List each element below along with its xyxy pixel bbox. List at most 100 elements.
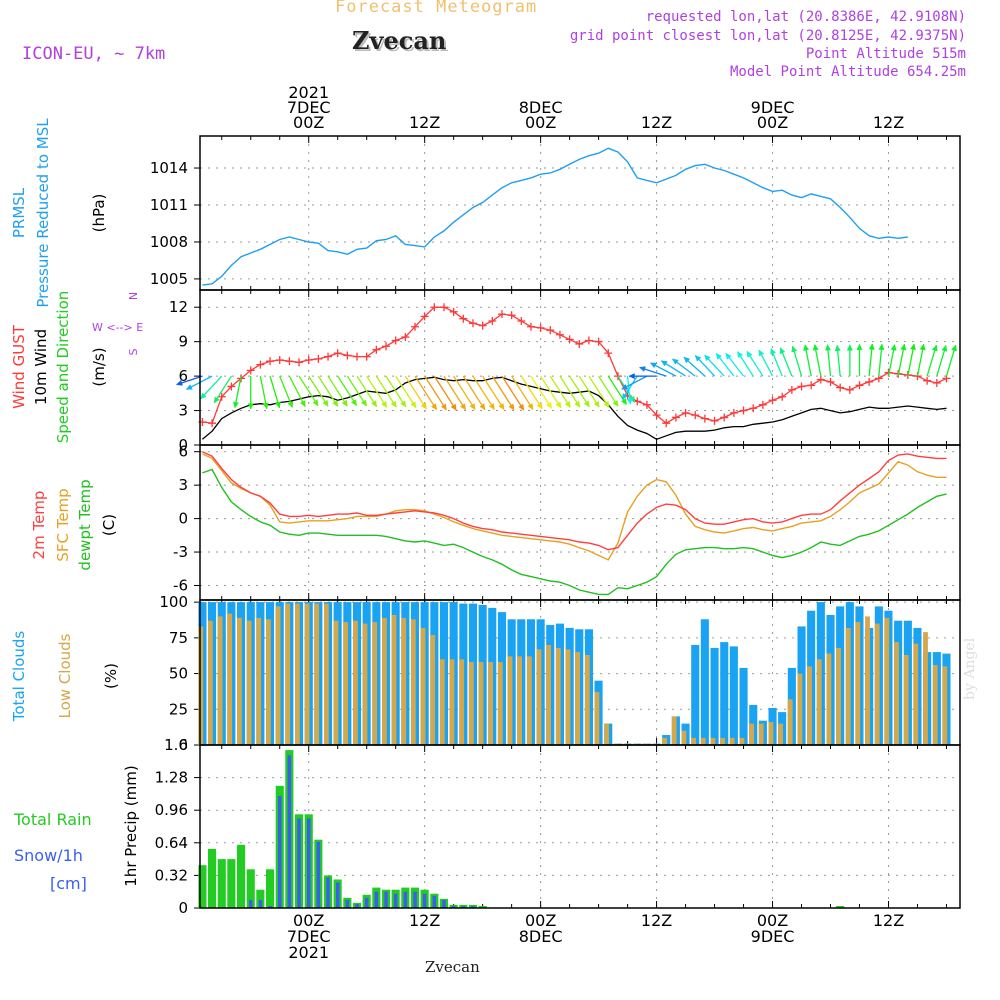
time-label-top: 00Z bbox=[757, 113, 788, 132]
wind-arrow-head bbox=[410, 401, 417, 409]
wind-arrow-head bbox=[200, 392, 207, 400]
wind-arrow-head bbox=[779, 347, 786, 355]
gust-marker bbox=[778, 392, 787, 401]
time-label-bottom: 9DEC bbox=[751, 927, 795, 946]
rain-bar bbox=[256, 889, 265, 908]
wind-arrow-head bbox=[262, 402, 269, 410]
low-clouds-label: Low Clouds bbox=[56, 633, 74, 718]
wind-arrow bbox=[346, 375, 368, 407]
compass-north: N bbox=[127, 292, 140, 300]
low-cloud-bar bbox=[256, 617, 262, 745]
snow-bar bbox=[307, 818, 311, 908]
footer-station: Zvecan bbox=[425, 958, 480, 976]
low-cloud-bar bbox=[565, 649, 571, 745]
wind-arrow-head bbox=[498, 403, 505, 410]
low-cloud-bar bbox=[845, 627, 851, 745]
low-cloud-bar bbox=[217, 616, 223, 745]
low-cloud-bar bbox=[874, 623, 880, 745]
y-tick-label: 50 bbox=[169, 665, 188, 683]
panel-frame bbox=[199, 744, 961, 909]
time-label-top: 00Z bbox=[293, 113, 324, 132]
y-tick-label: -6 bbox=[173, 577, 188, 595]
y-tick-label: 12 bbox=[169, 298, 188, 316]
wind-arrow-head bbox=[746, 350, 753, 358]
wind-arrow bbox=[424, 375, 447, 411]
y-tick-label: 25 bbox=[169, 700, 188, 718]
low-cloud-bar bbox=[691, 737, 696, 745]
low-cloud-bar bbox=[555, 647, 561, 745]
low-cloud-bar bbox=[275, 606, 281, 745]
y-tick-label: 3 bbox=[178, 402, 188, 420]
wind-arrow-head bbox=[834, 344, 841, 352]
gust-marker bbox=[604, 349, 613, 358]
snow-bar bbox=[403, 891, 408, 908]
gust-marker bbox=[420, 312, 429, 321]
wind-arrow-head bbox=[450, 403, 457, 411]
wind-arrow-head bbox=[900, 343, 907, 351]
low-cloud-bar bbox=[488, 662, 493, 745]
pressure-unit-label: (hPa) bbox=[90, 194, 108, 233]
snow-bar bbox=[268, 906, 272, 908]
gust-marker bbox=[391, 336, 400, 345]
y-tick-label: 0 bbox=[178, 736, 188, 754]
station-name: Zvecan bbox=[352, 26, 447, 55]
gust-marker bbox=[681, 408, 690, 417]
low-cloud-bar bbox=[295, 603, 300, 745]
wind-arrow-head bbox=[683, 356, 691, 364]
gust-marker bbox=[855, 381, 864, 390]
rain-bar bbox=[217, 859, 226, 908]
low-cloud-bar bbox=[353, 620, 358, 745]
gust-marker bbox=[739, 406, 748, 415]
wind-arrow-head bbox=[299, 400, 306, 408]
panel-frame bbox=[199, 289, 961, 446]
wind-arrow-head bbox=[919, 343, 926, 351]
low-cloud-bar bbox=[449, 659, 455, 745]
rain-bar bbox=[478, 906, 487, 908]
y-tick-label: 0.96 bbox=[155, 801, 188, 819]
low-cloud-bar bbox=[401, 617, 407, 745]
gust-marker bbox=[478, 321, 487, 330]
wind-arrow-head bbox=[332, 400, 339, 407]
clouds-unit-label: (%) bbox=[102, 663, 120, 689]
wind-arrow-head bbox=[322, 399, 329, 407]
snow-unit-label: [cm] bbox=[50, 874, 87, 893]
wind-arrow-head bbox=[360, 399, 367, 407]
snow-bar bbox=[326, 877, 330, 908]
total-cloud-bar bbox=[710, 647, 719, 745]
wind-arrow-head bbox=[185, 384, 193, 390]
wind-arrow bbox=[578, 375, 600, 408]
gust-marker bbox=[797, 382, 806, 391]
y-tick-label: 6 bbox=[178, 443, 188, 461]
wind-arrow-head bbox=[812, 344, 819, 351]
time-label-top: 12Z bbox=[641, 113, 672, 132]
dewpoint-line bbox=[202, 468, 947, 596]
snow-bar bbox=[355, 903, 359, 908]
wind-arrow-head bbox=[583, 400, 590, 408]
low-cloud-bar bbox=[304, 603, 310, 745]
low-cloud-bar bbox=[855, 622, 861, 745]
temp-2m-label: 2m Temp bbox=[30, 491, 48, 560]
low-cloud-bar bbox=[739, 737, 745, 745]
gust-marker bbox=[932, 379, 941, 387]
wind-arrow-head bbox=[626, 398, 633, 405]
low-cloud-bar bbox=[932, 665, 938, 745]
wind-speed-direction-label: Speed and Direction bbox=[54, 291, 72, 444]
gust-marker bbox=[285, 357, 294, 366]
rain-bar bbox=[246, 869, 255, 908]
wind-arrow bbox=[327, 375, 348, 407]
low-cloud-bar bbox=[198, 626, 204, 745]
time-label-bottom: 00Z bbox=[757, 911, 788, 930]
y-tick-label: 0 bbox=[178, 436, 188, 454]
wind-10m-line bbox=[201, 376, 947, 441]
low-cloud-bar bbox=[208, 620, 213, 745]
low-cloud-bar bbox=[836, 647, 841, 745]
chart-title: Forecast Meteogram bbox=[335, 0, 538, 17]
wind-arrow-head bbox=[825, 344, 832, 351]
low-cloud-bar bbox=[797, 673, 803, 745]
gust-marker bbox=[526, 322, 535, 331]
pressure-line bbox=[202, 147, 908, 286]
wind-arrow-head bbox=[639, 366, 646, 372]
y-tick-label: 75 bbox=[169, 629, 188, 647]
low-cloud-bar bbox=[662, 737, 667, 745]
